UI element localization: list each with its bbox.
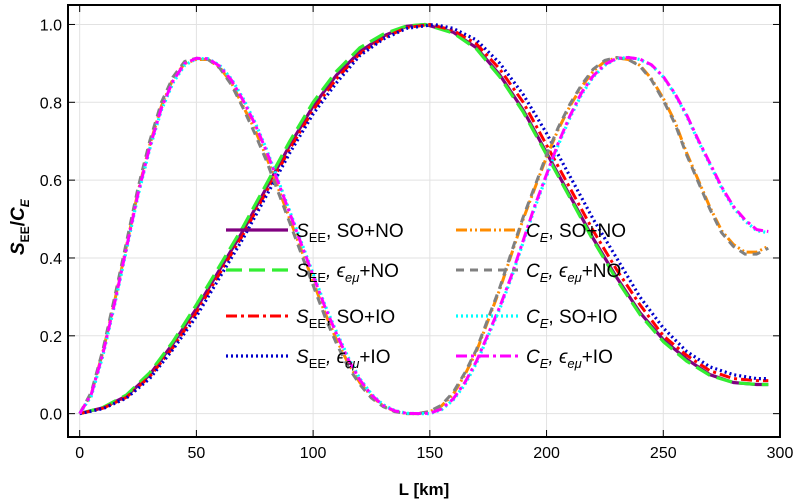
y-axis-label-main2: C <box>8 207 29 221</box>
series-line-see-emu-io <box>79 22 769 416</box>
x-tick-label: 200 <box>533 445 560 462</box>
y-axis-label-slash: / <box>8 220 29 226</box>
axis-ticks: 0 50 100 150 200 250 300 0.0 0.2 0.4 0.6 0.8 1.0 <box>40 5 793 462</box>
series-line-see-so-no <box>79 22 769 416</box>
legend-label-ce-so-io: CE, SO+IO <box>526 307 618 331</box>
legend-label-ce-emu-no: CE, ϵeμ+NO <box>526 261 621 285</box>
x-tick-label: 50 <box>187 445 205 462</box>
x-tick-label: 0 <box>75 445 84 462</box>
series-lines <box>78 22 769 416</box>
y-tick-label: 0.2 <box>40 329 62 346</box>
y-tick-label: 0.8 <box>40 95 62 112</box>
x-tick-label: 300 <box>767 445 793 462</box>
series-line-see-so-io <box>79 23 769 416</box>
legend-label-ce-so-no: CE, SO+NO <box>526 221 626 245</box>
series-line-ce-so-no <box>78 56 769 416</box>
series-line-see-emu-no <box>79 22 769 416</box>
y-axis-label-sub1: EE <box>18 226 32 242</box>
y-axis-label-main: S <box>8 242 29 255</box>
y-tick-label: 0.0 <box>40 407 62 424</box>
legend-label-ce-emu-io: CE, ϵeμ+IO <box>526 347 613 371</box>
plot-frame <box>67 4 781 438</box>
legend-label-see-emu-no: SEE, ϵeμ+NO <box>296 261 399 285</box>
series-line-ce-emu-no <box>78 56 769 416</box>
y-tick-label: 1.0 <box>40 17 62 34</box>
series-line-ce-so-io <box>78 55 769 416</box>
legend: SEE, SO+NO SEE, ϵeμ+NO SEE, SO+IO SEE, ϵeμ+… <box>226 221 626 371</box>
legend-label-see-so-io: SEE, SO+IO <box>296 307 395 331</box>
series-line-ce-emu-io <box>78 56 769 416</box>
grid-lines <box>68 5 781 437</box>
y-axis-label: SEE/CE <box>8 198 32 255</box>
legend-label-see-so-no: SEE, SO+NO <box>296 221 404 245</box>
y-axis-label-sub2: E <box>18 198 32 207</box>
y-tick-label: 0.4 <box>40 251 62 268</box>
y-tick-label: 0.6 <box>40 173 62 190</box>
x-tick-label: 100 <box>300 445 327 462</box>
x-tick-label: 150 <box>416 445 443 462</box>
x-axis-label: L [km] <box>399 480 450 499</box>
x-tick-label: 250 <box>650 445 677 462</box>
legend-label-see-emu-io: SEE, ϵeμ+IO <box>296 347 390 371</box>
